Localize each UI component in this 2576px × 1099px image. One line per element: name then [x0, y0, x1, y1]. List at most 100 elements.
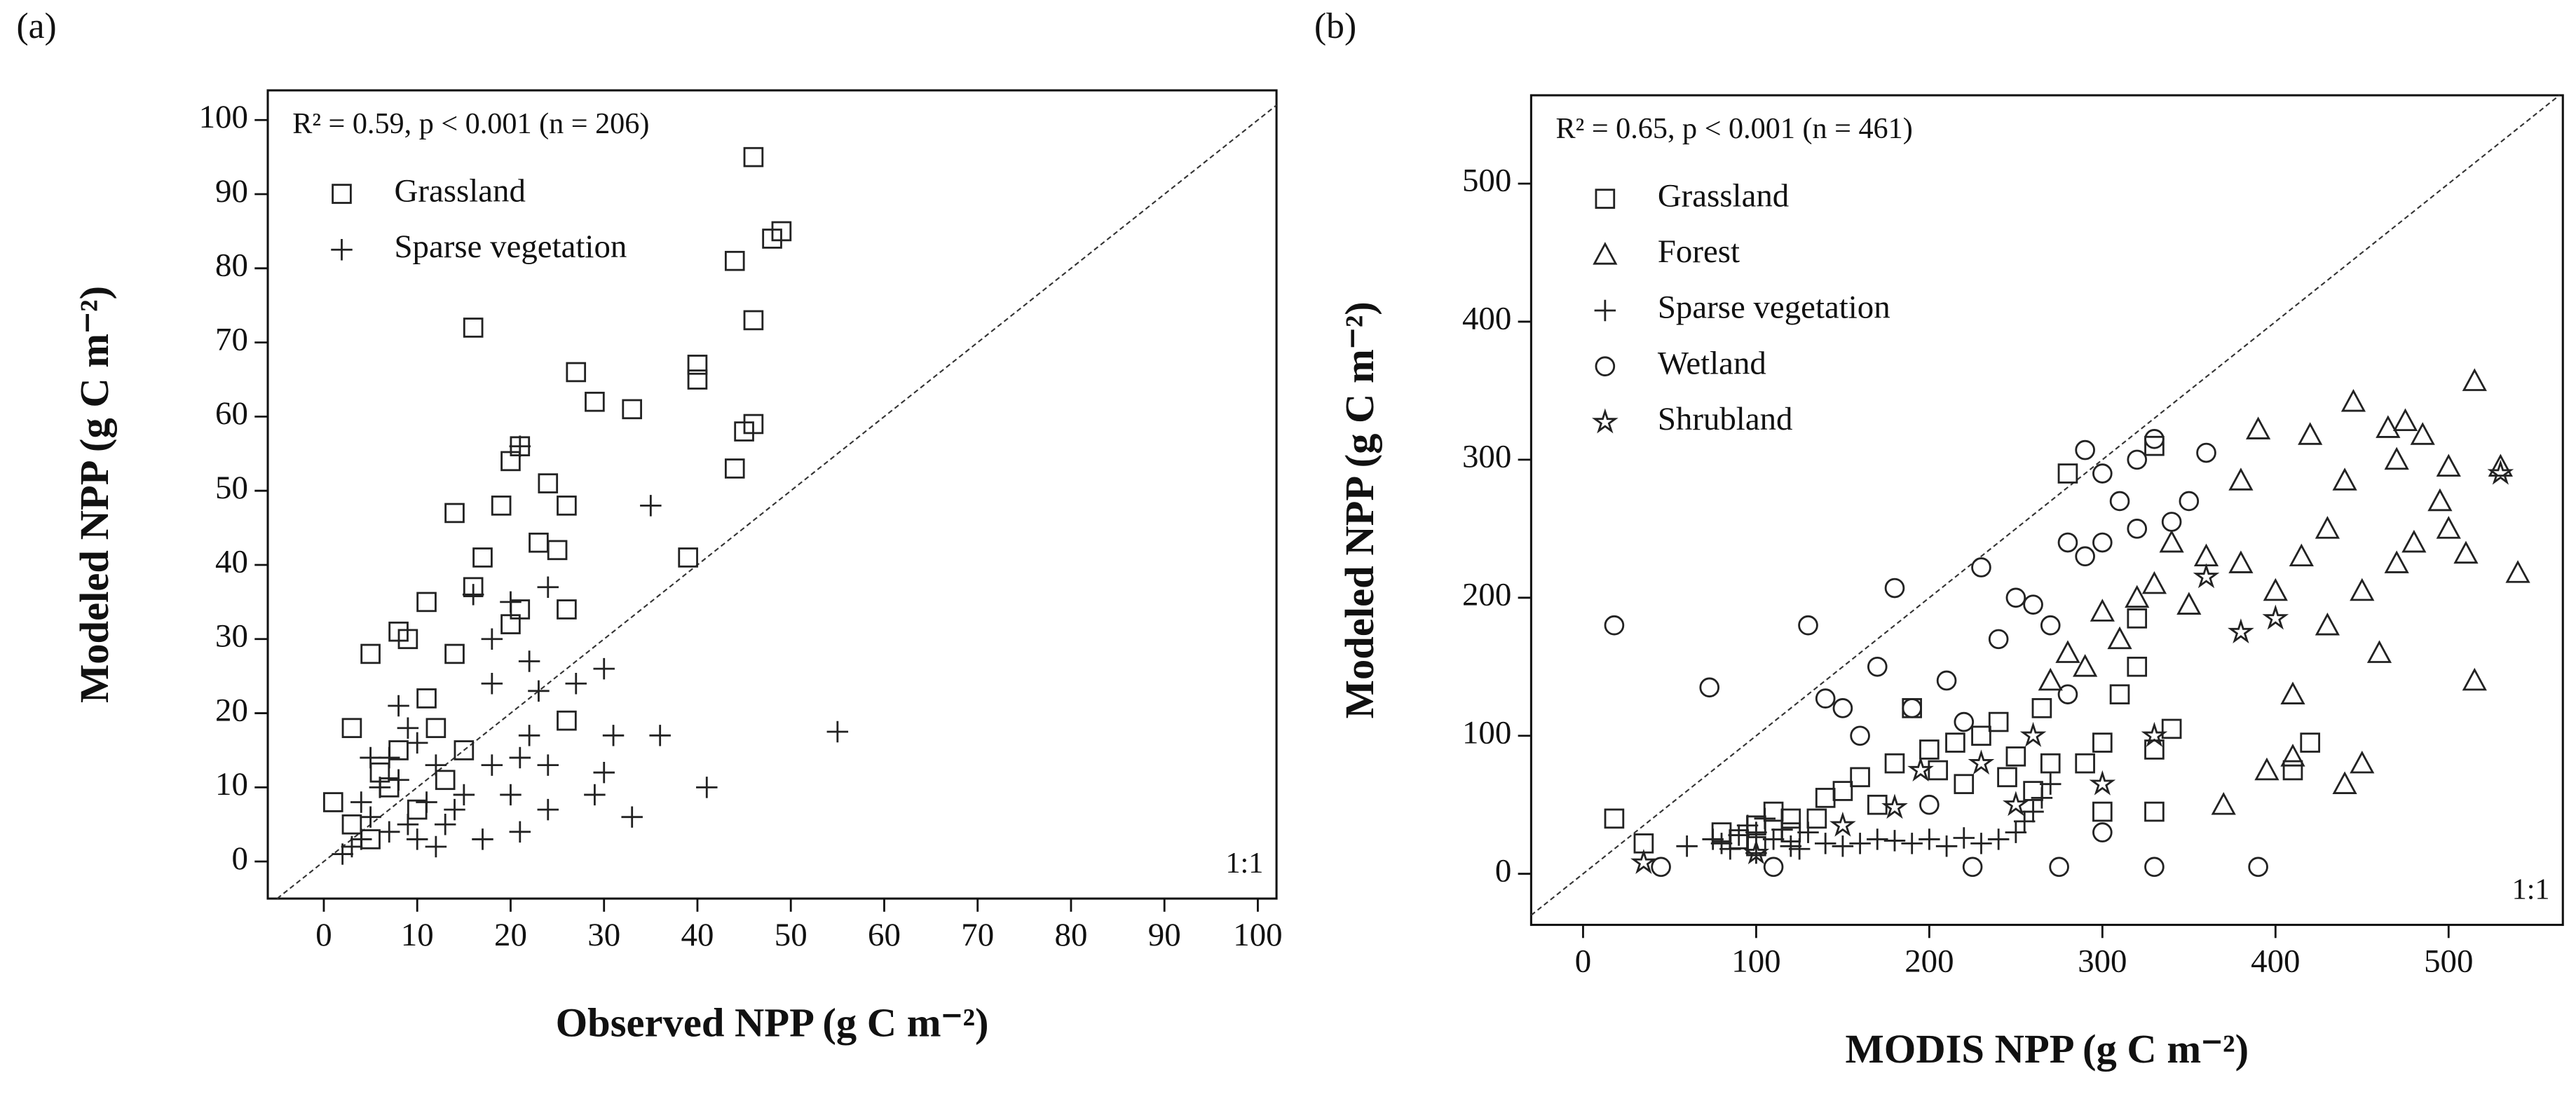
data-point	[518, 650, 540, 672]
data-point	[1901, 833, 1923, 854]
data-point	[2092, 801, 2113, 822]
data-point	[547, 540, 568, 561]
data-point	[425, 718, 447, 739]
annotation: R² = 0.59, p < 0.001 (n = 206)	[292, 107, 649, 140]
data-point	[1935, 835, 1958, 857]
data-point	[360, 643, 381, 664]
data-point	[1832, 698, 1853, 718]
data-point	[1710, 833, 1733, 854]
data-point	[509, 821, 531, 843]
data-point	[2161, 512, 2182, 532]
data-point	[2280, 681, 2305, 704]
data-point	[687, 369, 708, 390]
x-tick-label: 60	[868, 917, 901, 953]
data-point	[2384, 446, 2409, 470]
data-point	[388, 740, 409, 760]
data-point	[435, 770, 456, 791]
data-point	[537, 576, 559, 598]
data-point	[2125, 585, 2150, 608]
legend-marker	[1595, 189, 1616, 209]
data-point	[1728, 824, 1750, 846]
data-point	[743, 146, 764, 168]
data-point	[2022, 800, 2044, 823]
data-point	[1968, 749, 1995, 775]
data-point	[1919, 739, 1940, 760]
data-point	[2176, 592, 2202, 615]
x-tick-label: 400	[2251, 943, 2300, 980]
data-point	[1630, 849, 1657, 874]
data-point	[2127, 449, 2148, 470]
data-point	[2427, 488, 2453, 512]
y-tick-label: 0	[231, 840, 247, 877]
y-tick-label: 50	[215, 470, 248, 506]
data-point	[602, 725, 625, 746]
data-point	[2193, 543, 2219, 567]
data-point	[500, 784, 522, 806]
data-point	[2075, 753, 2095, 774]
data-point	[557, 599, 577, 620]
data-point	[2505, 560, 2530, 583]
data-point	[2073, 654, 2098, 677]
data-point	[1832, 781, 1853, 801]
data-point	[472, 828, 493, 850]
data-point	[2013, 810, 2036, 833]
legend-marker	[332, 184, 352, 204]
x-tick-label: 30	[587, 917, 620, 953]
data-point	[1815, 688, 1836, 709]
x-tick-label: 300	[2078, 943, 2127, 980]
x-tick-label: 40	[681, 917, 714, 953]
data-point	[397, 629, 418, 650]
x-tick-label: 200	[1904, 943, 1954, 980]
data-point	[407, 799, 428, 820]
data-point	[388, 769, 409, 791]
data-point	[2384, 550, 2409, 573]
data-point	[509, 435, 531, 457]
panel-label: (b)	[1314, 6, 1356, 46]
data-point	[734, 421, 754, 442]
y-tick-label: 90	[215, 173, 248, 210]
data-point	[2315, 516, 2340, 539]
data-point	[2005, 821, 2027, 843]
data-point	[2211, 792, 2236, 815]
data-point	[2049, 856, 2069, 878]
x-tick-label: 80	[1055, 917, 1088, 953]
identity-line	[276, 104, 1277, 899]
y-axis-title: Modeled NPP (g C m⁻²)	[71, 286, 117, 703]
data-point	[2228, 618, 2254, 644]
data-point	[2392, 408, 2418, 432]
data-point	[762, 228, 782, 249]
data-point	[2055, 640, 2080, 663]
data-point	[509, 746, 531, 769]
legend-marker	[1594, 299, 1616, 322]
data-point	[2282, 760, 2303, 781]
data-point	[724, 458, 745, 479]
data-point	[1884, 753, 1905, 774]
legend-label: Sparse vegetation	[1658, 289, 1890, 326]
data-point	[2141, 571, 2167, 594]
data-point	[379, 746, 400, 769]
x-tick-label: 100	[1233, 917, 1282, 953]
legend-marker	[1595, 356, 1616, 376]
data-point	[2262, 604, 2289, 630]
data-point	[2401, 529, 2427, 553]
data-point	[2092, 532, 2113, 553]
legend-marker	[1592, 408, 1618, 434]
data-point	[1867, 828, 1888, 850]
data-point	[2246, 416, 2271, 439]
data-point	[463, 318, 484, 338]
data-point	[622, 399, 642, 420]
data-point	[2057, 684, 2078, 704]
data-point	[1902, 698, 1922, 718]
data-point	[1604, 808, 1625, 829]
data-point	[557, 496, 577, 516]
data-point	[2332, 771, 2357, 794]
data-point	[2315, 613, 2340, 636]
x-tick-label: 10	[401, 917, 434, 953]
data-point	[2092, 732, 2113, 753]
data-point	[2462, 667, 2487, 691]
y-tick-label: 100	[199, 99, 248, 135]
data-point	[1954, 774, 1975, 794]
data-point	[360, 806, 381, 828]
data-point	[2038, 667, 2063, 691]
data-point	[2436, 453, 2461, 477]
